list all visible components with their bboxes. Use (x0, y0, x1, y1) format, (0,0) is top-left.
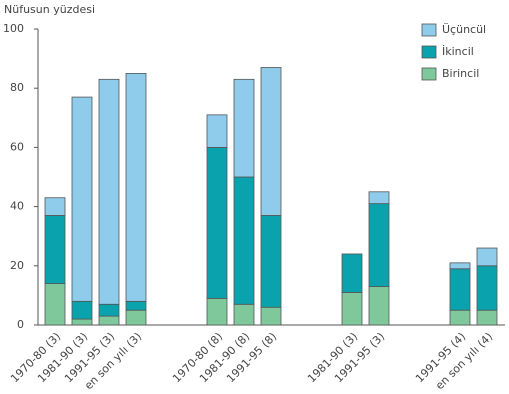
bar-segment (341, 253, 363, 293)
bar-segment (125, 73, 147, 302)
bar-segment (368, 286, 390, 326)
bar-segment (260, 67, 282, 216)
bar-segment (44, 283, 66, 326)
legend-label: İkincil (442, 45, 474, 58)
bar-segment (476, 247, 498, 267)
bar-segment (368, 203, 390, 287)
bar-segment (206, 297, 228, 326)
bar-segment (260, 215, 282, 308)
bar-segment (98, 78, 120, 305)
bar-segment (449, 309, 471, 326)
bar-segment (368, 191, 390, 205)
y-tick-label: 20 (10, 259, 24, 272)
bar-segment (71, 96, 93, 302)
bar-segment (71, 300, 93, 320)
bar-segment (44, 197, 66, 216)
legend-swatch (421, 67, 437, 81)
bar-segment (233, 303, 255, 326)
bar-segment (71, 318, 93, 326)
y-tick-label: 100 (3, 22, 24, 35)
bar-segment (260, 306, 282, 326)
y-tick-label: 80 (10, 81, 24, 94)
bar-segment (206, 114, 228, 148)
legend-label: Birincil (442, 67, 479, 80)
legend-swatch (421, 45, 437, 59)
bar-segment (98, 303, 120, 317)
bar-segment (44, 215, 66, 284)
bar-segment (449, 262, 471, 270)
bar-segment (341, 292, 363, 326)
bar-segment (125, 309, 147, 326)
bar-segment (206, 146, 228, 299)
bar-segment (476, 309, 498, 326)
bar-segment (233, 176, 255, 305)
y-axis-title: Nüfusun yüzdesi (4, 3, 95, 16)
bar-segment (476, 265, 498, 311)
y-tick-label: 40 (10, 200, 24, 213)
y-tick-label: 60 (10, 140, 24, 153)
bar-segment (98, 315, 120, 326)
bar-segment (449, 268, 471, 311)
bar-segment (125, 300, 147, 311)
legend-label: Üçüncül (442, 23, 486, 36)
y-tick-label: 0 (17, 318, 24, 331)
bar-segment (233, 78, 255, 178)
legend-swatch (421, 23, 437, 37)
